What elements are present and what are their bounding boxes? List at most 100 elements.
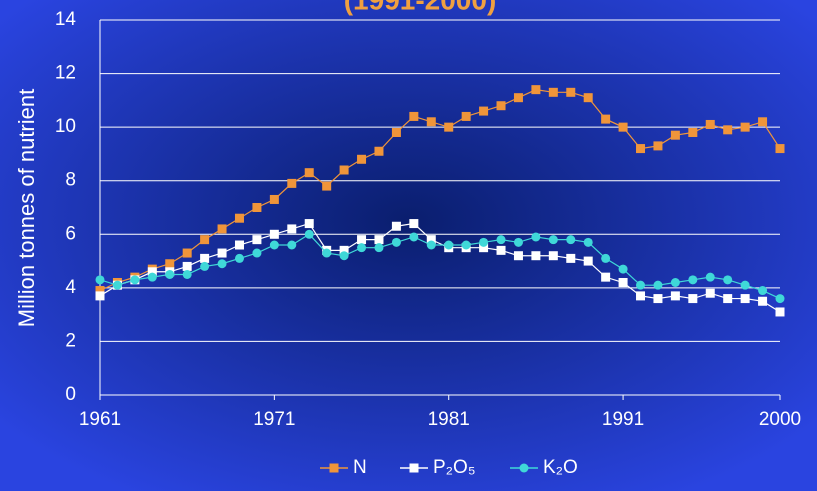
marker <box>322 181 332 191</box>
marker <box>339 245 349 255</box>
marker <box>287 240 297 250</box>
marker <box>200 235 210 245</box>
marker <box>653 280 663 290</box>
marker <box>357 154 367 164</box>
marker <box>147 267 157 277</box>
marker <box>513 251 523 261</box>
marker <box>304 219 314 229</box>
marker <box>531 85 541 95</box>
marker <box>479 106 489 116</box>
x-tick-label: 2000 <box>759 409 801 430</box>
marker <box>636 144 646 154</box>
chart-title: (1991-2000) <box>344 0 497 15</box>
marker <box>618 122 628 132</box>
marker <box>688 294 698 304</box>
marker <box>182 269 192 279</box>
marker <box>304 168 314 178</box>
legend-label: N <box>353 457 367 478</box>
marker <box>513 237 523 247</box>
legend-marker <box>409 463 419 473</box>
marker <box>234 213 244 223</box>
x-tick-label: 1991 <box>602 409 644 430</box>
legend-marker <box>329 463 339 473</box>
marker <box>217 224 227 234</box>
marker <box>740 280 750 290</box>
y-tick-label: 0 <box>65 384 76 405</box>
x-tick-label: 1961 <box>79 409 121 430</box>
marker <box>200 253 210 263</box>
marker <box>601 272 611 282</box>
marker <box>444 240 454 250</box>
marker <box>723 275 733 285</box>
marker <box>165 259 175 269</box>
marker <box>252 235 262 245</box>
marker <box>566 87 576 97</box>
series-line <box>99 222 781 313</box>
legend-marker <box>519 463 529 473</box>
y-tick-label: 6 <box>65 223 76 244</box>
marker <box>182 261 192 271</box>
marker <box>95 291 105 301</box>
marker <box>147 272 157 282</box>
marker <box>95 286 105 296</box>
marker <box>496 101 506 111</box>
marker <box>409 232 419 242</box>
marker <box>740 294 750 304</box>
marker <box>653 141 663 151</box>
marker <box>269 194 279 204</box>
y-tick-label: 12 <box>55 63 76 84</box>
marker <box>112 280 122 290</box>
y-axis-label: Million tonnes of nutrient <box>14 89 39 327</box>
marker <box>95 275 105 285</box>
marker <box>287 224 297 234</box>
marker <box>444 122 454 132</box>
y-tick-label: 4 <box>65 277 76 298</box>
y-tick-label: 2 <box>65 330 76 351</box>
marker <box>583 93 593 103</box>
marker <box>217 248 227 258</box>
marker <box>269 240 279 250</box>
marker <box>670 291 680 301</box>
marker <box>670 278 680 287</box>
marker <box>234 240 244 250</box>
marker <box>688 128 698 137</box>
marker <box>636 280 646 290</box>
marker <box>130 275 140 285</box>
marker <box>426 235 436 245</box>
marker <box>391 221 401 231</box>
marker <box>339 165 349 175</box>
marker <box>618 278 628 287</box>
marker <box>618 264 628 274</box>
marker <box>357 235 367 245</box>
marker <box>670 130 680 140</box>
marker <box>583 256 593 266</box>
marker <box>758 296 768 306</box>
marker <box>723 125 733 135</box>
marker <box>566 253 576 263</box>
marker <box>409 219 419 229</box>
marker <box>496 235 506 245</box>
y-tick-label: 10 <box>55 116 76 137</box>
marker <box>531 251 541 261</box>
marker <box>234 253 244 263</box>
marker <box>688 275 698 285</box>
marker <box>496 245 506 255</box>
marker <box>723 294 733 304</box>
marker <box>391 128 401 137</box>
marker <box>426 117 436 127</box>
marker <box>252 203 262 212</box>
marker <box>200 261 210 271</box>
series-line <box>99 233 781 300</box>
marker <box>357 243 367 253</box>
marker <box>548 235 558 245</box>
marker <box>775 307 785 317</box>
marker <box>601 114 611 124</box>
y-tick-label: 8 <box>65 170 76 191</box>
marker <box>566 235 576 245</box>
marker <box>426 240 436 250</box>
marker <box>653 294 663 304</box>
marker <box>775 294 785 304</box>
marker <box>775 144 785 154</box>
